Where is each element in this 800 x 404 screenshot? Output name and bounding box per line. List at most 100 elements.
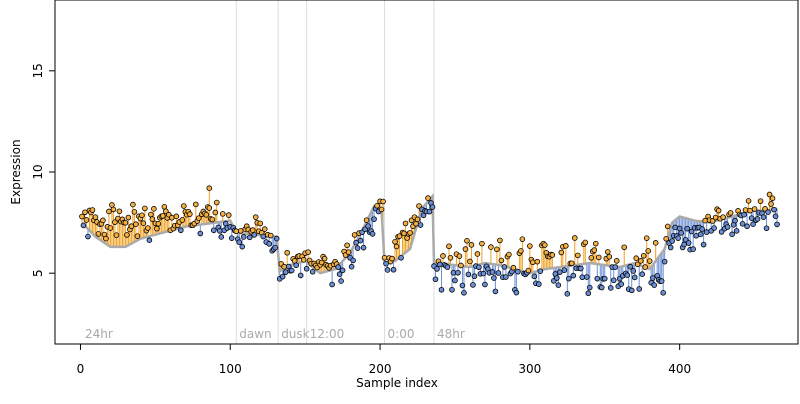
data-point-106 [237,228,244,234]
data-point-444 [745,198,752,204]
data-point-35 [131,209,138,215]
data-point-250 [455,269,461,276]
data-point-258 [467,258,473,265]
data-point-233 [429,204,436,210]
data-point-42 [142,205,148,212]
data-point-424 [715,207,722,214]
data-point-22 [112,219,118,225]
data-point-68 [181,203,187,209]
data-point-376 [643,235,650,241]
data-point-316 [554,275,560,281]
data-point-179 [348,263,355,270]
data-point-278 [497,237,503,244]
data-point-187 [360,244,367,251]
data-point-79 [197,230,204,237]
data-point-103 [233,228,240,235]
data-point-447 [750,221,756,228]
data-point-218 [407,230,413,236]
data-point-107 [239,243,246,250]
y-tick-label-0: 5 [31,269,45,277]
data-point-34 [130,201,136,208]
data-point-404 [685,240,692,246]
data-point-352 [607,285,614,291]
data-point-263 [474,251,481,257]
data-point-115 [251,232,258,238]
data-point-248 [452,277,458,284]
data-point-267 [480,270,487,277]
data-point-323 [564,291,571,297]
data-point-273 [489,269,496,275]
data-point-231 [426,208,433,215]
data-point-432 [727,210,734,216]
data-point-284 [506,251,512,258]
data-point-40 [139,212,145,219]
data-point-297 [525,267,532,274]
data-point-430 [724,224,731,230]
data-point-23 [113,232,120,238]
data-point-355 [612,264,619,270]
data-point-247 [450,269,457,276]
data-point-313 [549,252,556,258]
data-point-365 [627,263,634,270]
data-point-293 [519,236,526,242]
data-point-342 [592,240,599,247]
data-point-462 [772,213,779,220]
data-point-354 [610,277,617,284]
data-point-450 [754,216,761,222]
data-point-363 [624,272,631,279]
data-point-139 [288,267,295,274]
data-point-180 [350,257,356,264]
data-point-94 [219,211,226,217]
data-point-305 [537,268,544,274]
data-point-223 [414,216,421,223]
phase-label-3: 0:00 [388,327,415,341]
data-point-215 [402,220,409,227]
data-point-1 [80,222,87,229]
data-point-348 [601,275,608,282]
data-point-189 [363,217,370,223]
data-point-397 [675,235,681,241]
data-point-321 [561,267,568,273]
data-point-235 [432,276,439,283]
data-point-382 [652,240,659,246]
data-point-240 [440,253,446,259]
data-point-125 [266,241,273,247]
phase-labels: dawn dusk 12:00 0:00 48hr 24hr [85,327,465,341]
data-point-29 [122,219,129,226]
data-point-416 [703,229,710,235]
data-point-203 [384,267,391,273]
data-point-369 [633,255,640,262]
phase-markers [235,0,435,344]
data-point-386 [658,278,665,284]
data-point-145 [297,272,304,279]
data-point-100 [228,235,235,241]
data-point-251 [456,253,463,259]
data-point-374 [640,252,647,259]
y-axis-label: Expression [9,139,23,204]
data-point-255 [462,246,469,252]
data-point-90 [213,199,220,206]
data-point-78 [196,215,202,221]
data-point-256 [464,238,470,244]
data-point-259 [468,242,475,248]
data-point-460 [769,195,776,202]
data-point-257 [465,271,472,278]
data-point-292 [518,248,524,254]
data-point-279 [498,257,505,264]
data-point-67 [179,217,186,223]
data-point-289 [513,289,520,296]
data-point-464 [206,185,213,191]
data-point-238 [437,261,443,268]
data-point-72 [187,211,193,217]
data-point-93 [218,234,225,240]
data-point-261 [471,273,478,280]
axes: 0 100 200 300 400 5 10 15 [31,63,691,376]
data-point-324 [566,275,572,282]
data-point-46 [148,211,154,218]
data-point-149 [303,265,310,272]
data-point-0 [79,213,85,220]
data-point-206 [389,255,395,262]
data-point-254 [461,290,467,296]
